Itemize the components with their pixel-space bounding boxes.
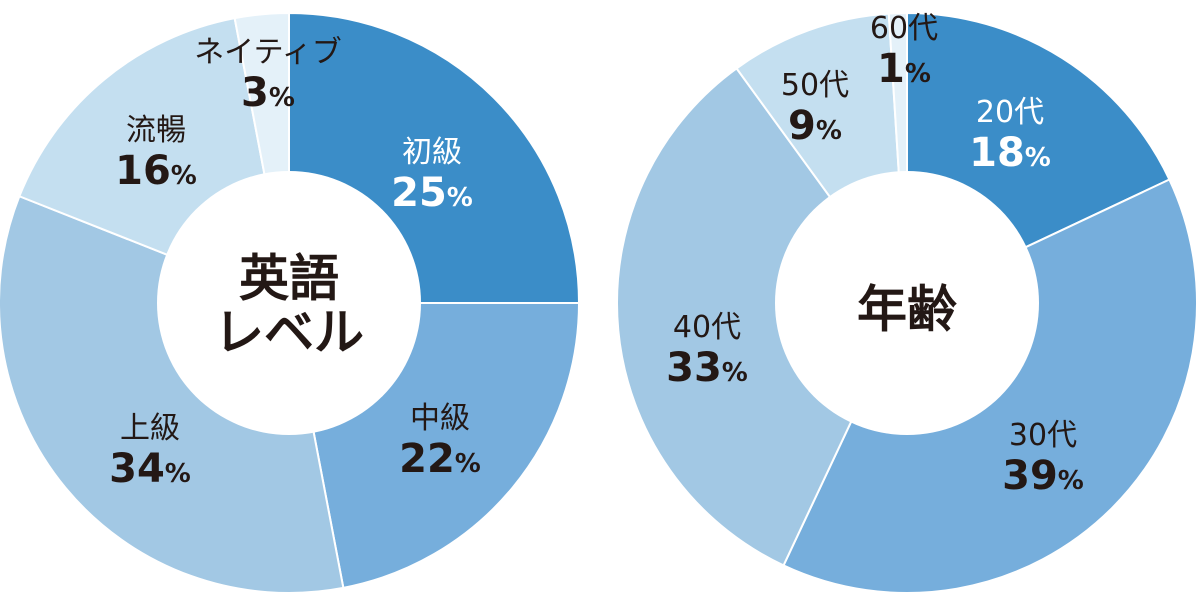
slice-value: 34% — [109, 446, 191, 492]
slice-label: 初級 — [402, 135, 462, 170]
slice-label: 40代 — [673, 310, 741, 345]
slice-value: 1% — [877, 46, 931, 92]
slice-value: 16% — [115, 148, 197, 194]
slice-label: 流暢 — [126, 113, 186, 148]
donut-hole — [157, 171, 421, 435]
slice-label: 50代 — [781, 68, 849, 103]
slice-value: 22% — [399, 436, 481, 482]
slice-value: 9% — [788, 103, 842, 149]
slice-label: ネイティブ — [194, 35, 342, 70]
slice-label: 60代 — [870, 11, 938, 46]
donut-hole — [775, 171, 1039, 435]
slice-label: 上級 — [120, 411, 180, 446]
slice-value: 33% — [666, 345, 748, 391]
slice-label: 30代 — [1009, 418, 1077, 453]
slice-label: 20代 — [976, 95, 1044, 130]
center-label: レベル — [214, 304, 364, 362]
center-label: 年齢 — [857, 281, 957, 339]
pie-slice — [616, 66, 909, 567]
slice-value: 39% — [1002, 453, 1084, 499]
slice-label: 中級 — [410, 401, 470, 436]
center-label: 英語 — [239, 250, 339, 308]
slice-value: 3% — [241, 70, 295, 116]
slice-value: 18% — [969, 130, 1051, 176]
slice-value: 25% — [391, 170, 473, 216]
